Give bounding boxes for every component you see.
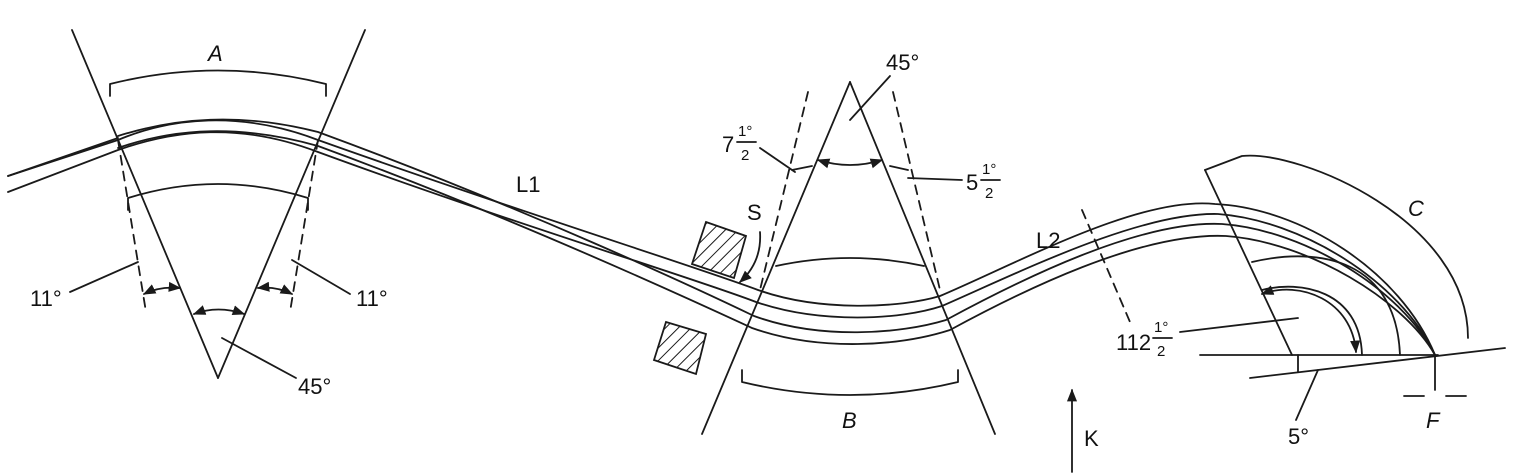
slit-upper-jaw	[690, 220, 748, 280]
angle-c-whole: 112	[1116, 330, 1151, 355]
angle-c-den: 2	[1157, 343, 1165, 360]
magnet-a-right-normal	[289, 139, 319, 313]
angle-b-left-whole: 7	[722, 132, 734, 157]
focal-plane-line	[1249, 347, 1506, 379]
magnet-b-left-edge	[701, 81, 851, 435]
axis-k: K	[1066, 388, 1099, 473]
magnet-b-left-normal	[759, 91, 809, 291]
magnet-b: 45° B 7 1° 2 5 1° 2	[701, 50, 1001, 435]
beam-trajectories	[7, 118, 1436, 356]
magnet-b-inner-arc	[775, 257, 925, 267]
slit-pointer-arrow	[739, 231, 762, 283]
magnet-c-label: C	[1408, 196, 1424, 221]
angle-a-wedge-label: 45°	[298, 374, 331, 399]
slit-lower-jaw	[652, 320, 708, 376]
magnet-b-outer-arc	[741, 369, 959, 396]
drift-l2-label: L2	[1036, 228, 1060, 253]
axis-k-label: K	[1084, 426, 1099, 451]
magnet-a-outer-arc	[109, 69, 327, 97]
magnet-b-label: B	[842, 408, 857, 433]
magnet-a-label: A	[206, 41, 223, 66]
angle-b-right-whole: 5	[966, 170, 978, 195]
drift-l2-normal	[1081, 209, 1131, 323]
magnet-c-bend-angle-arrow	[1260, 285, 1361, 354]
angle-focal-plane-label: 5°	[1288, 424, 1309, 449]
magnet-b-right-normal	[892, 91, 941, 291]
trajectory-4	[117, 130, 1436, 356]
angle-a-left-edge-label: 11°	[30, 286, 62, 311]
magnet-a-left-edge	[71, 29, 219, 379]
focus-label: F	[1426, 408, 1441, 433]
magnet-b-wedge-angle-arrow	[816, 158, 884, 169]
magnet-a-wedge-angle-arrow	[192, 305, 246, 316]
angle-a-right-edge-label: 11°	[356, 286, 388, 311]
tick-b-right	[889, 165, 909, 171]
drift-l1-label: L1	[516, 172, 540, 197]
tick-b-left	[791, 165, 813, 171]
magnet-a-right-edge-angle-arrow	[256, 281, 294, 295]
magnet-a-left-normal	[117, 139, 147, 313]
magnet-c: C 112 1° 2 5° F	[1116, 154, 1506, 449]
leader-b-left	[759, 147, 796, 173]
leader-a-left	[69, 261, 139, 293]
leader-b-wedge	[849, 75, 891, 121]
magnet-a: A 11° 11° 45°	[30, 29, 388, 399]
trajectory-1	[7, 119, 1436, 356]
trajectory-2	[7, 131, 1436, 356]
angle-b-wedge-label: 45°	[886, 50, 919, 75]
trajectory-3	[117, 118, 1436, 356]
magnet-a-inner-arc	[127, 183, 309, 211]
slit-label: S	[747, 200, 762, 225]
angle-b-left-num: 1°	[738, 123, 752, 140]
leader-a-right	[291, 259, 351, 295]
magnet-a-right-edge	[217, 29, 366, 379]
angle-b-right-num: 1°	[982, 161, 996, 178]
magnet-c-inner-arc-1	[1251, 255, 1401, 356]
angle-c-num: 1°	[1154, 319, 1168, 336]
angle-b-left-den: 2	[741, 147, 749, 164]
leader-a-wedge	[221, 337, 297, 379]
entrance-line-outer	[7, 137, 119, 177]
angle-b-right-den: 2	[985, 185, 993, 202]
leader-c-angle	[1179, 317, 1299, 333]
magnet-b-right-edge	[849, 81, 996, 435]
magnet-c-outer-arc	[1204, 154, 1469, 339]
leader-b-right	[907, 177, 963, 181]
leader-focal-angle	[1295, 369, 1319, 421]
magnet-a-left-edge-angle-arrow	[142, 281, 182, 295]
slit-s: S	[652, 200, 762, 376]
